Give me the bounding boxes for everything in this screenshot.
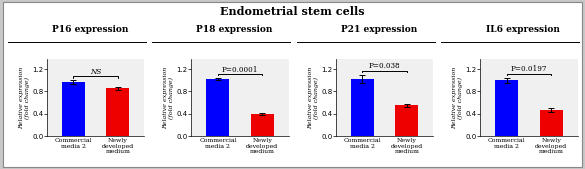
Bar bbox=[540, 110, 563, 136]
Bar bbox=[62, 82, 85, 136]
Text: Endometrial stem cells: Endometrial stem cells bbox=[220, 6, 365, 17]
Bar bbox=[395, 105, 418, 136]
Bar bbox=[207, 79, 229, 136]
Text: P18 expression: P18 expression bbox=[196, 25, 273, 34]
Text: P=0.0197: P=0.0197 bbox=[511, 65, 548, 73]
Y-axis label: Relative expression
(fold change): Relative expression (fold change) bbox=[163, 66, 174, 129]
Text: IL6 expression: IL6 expression bbox=[486, 25, 560, 34]
Text: P=0.0001: P=0.0001 bbox=[222, 66, 259, 74]
Bar bbox=[106, 88, 129, 136]
Text: P21 expression: P21 expression bbox=[340, 25, 417, 34]
Y-axis label: Relative expression
(fold change): Relative expression (fold change) bbox=[308, 66, 319, 129]
Bar bbox=[351, 79, 374, 136]
Text: P=0.038: P=0.038 bbox=[369, 62, 401, 70]
Bar bbox=[495, 80, 518, 136]
Y-axis label: Relative expression
(fold change): Relative expression (fold change) bbox=[452, 66, 463, 129]
Text: NS: NS bbox=[90, 68, 101, 76]
Text: P16 expression: P16 expression bbox=[51, 25, 128, 34]
Y-axis label: Relative expression
(fold change): Relative expression (fold change) bbox=[19, 66, 30, 129]
Bar bbox=[251, 114, 274, 136]
